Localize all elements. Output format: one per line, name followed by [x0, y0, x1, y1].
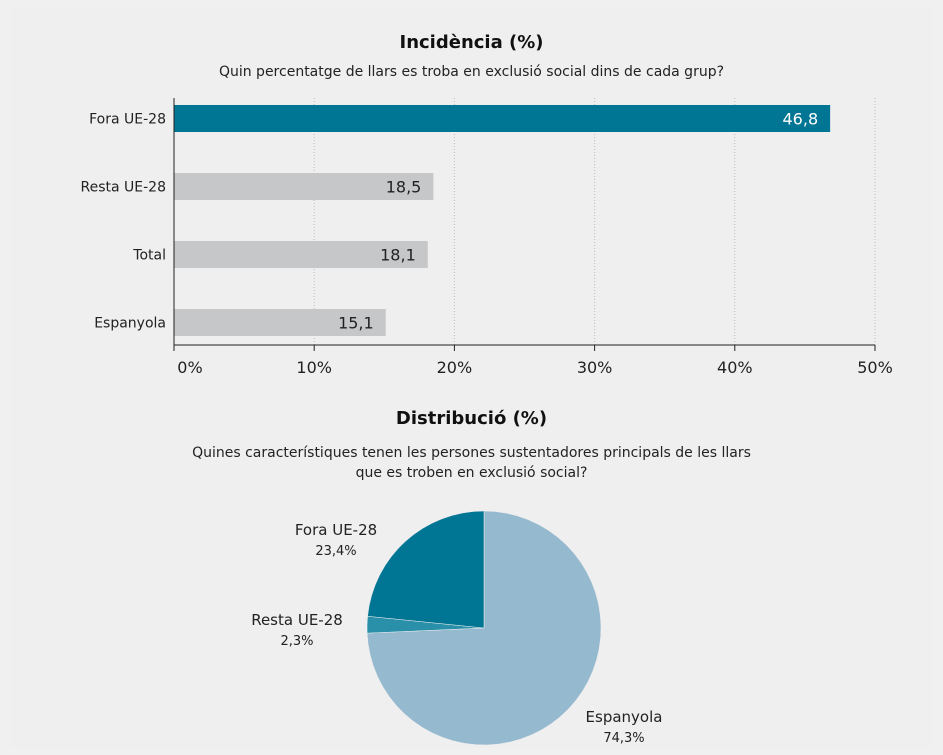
data-label: 15,1 [338, 314, 374, 333]
slice-value-label: 74,3% [603, 731, 644, 746]
pie-chart-title: Distribució (%) [395, 408, 548, 429]
bar [174, 241, 428, 268]
x-tick-label: 30% [577, 358, 613, 377]
data-label: 46,8 [783, 110, 819, 129]
bar-chart: Fora UE-28 46,8 Resta UE-28 18,5 Total 18,1 Es… [81, 98, 893, 377]
bar-chart-subtitle: Quin percentatge de llars es troba en ex… [218, 64, 725, 80]
category-label: Resta UE-28 [81, 180, 166, 196]
pie-chart: Espanyola 74,3% Resta UE-28 2,3% Fora UE-28 2… [251, 510, 663, 746]
x-tick-label: 20% [437, 358, 473, 377]
category-label: Espanyola [94, 316, 166, 332]
data-label: 18,5 [386, 178, 422, 197]
pie-chart-subtitle-line-2: que es troben en exclusió social? [355, 465, 588, 481]
slice-value-label: 23,4% [315, 544, 356, 559]
x-tick-label: 50% [857, 358, 893, 377]
x-tick-label: 40% [717, 358, 753, 377]
data-label: 18,1 [380, 246, 416, 265]
x-tick-label: 0% [177, 358, 202, 377]
bar-chart-title: Incidència (%) [399, 32, 544, 53]
category-label: Total [132, 248, 166, 264]
x-tick-label: 10% [296, 358, 332, 377]
bar [174, 105, 831, 132]
bar [174, 309, 386, 336]
slice-value-label: 2,3% [280, 634, 313, 649]
slice-label: Espanyola [586, 708, 663, 726]
pie-chart-subtitle-line-1: Quines característiques tenen les person… [192, 445, 751, 461]
slice-label: Fora UE-28 [295, 521, 377, 539]
category-label: Fora UE-28 [89, 112, 166, 128]
pie-slice [367, 510, 485, 629]
slice-label: Resta UE-28 [251, 611, 343, 629]
bar [174, 173, 434, 200]
